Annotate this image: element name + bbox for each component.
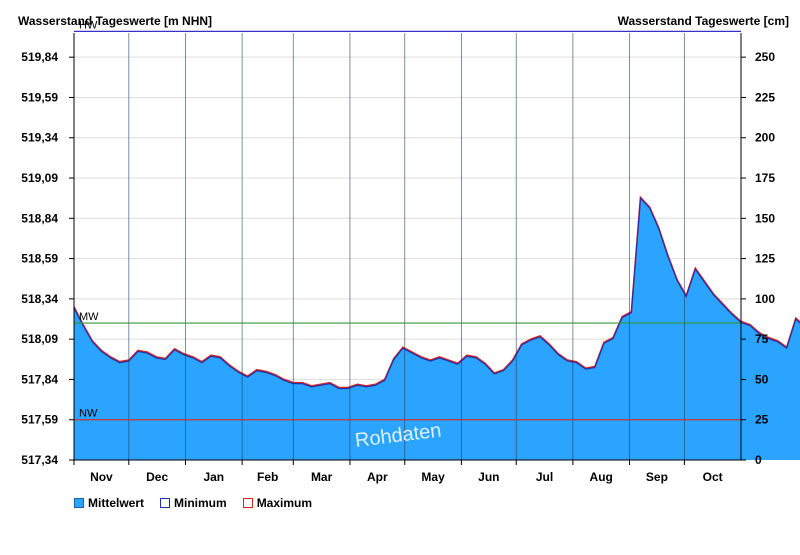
month-label-aug: Aug: [590, 470, 613, 484]
legend-item-maximum: Maximum: [242, 496, 313, 510]
right-tick-label-0: 250: [755, 50, 775, 64]
right-tick-label-5: 125: [755, 252, 775, 266]
left-tick-label-7: 518,09: [21, 332, 58, 346]
legend-label-minimum: Minimum: [174, 496, 227, 510]
left-tick-label-8: 517,84: [21, 372, 58, 386]
ref-label-hw: HW: [79, 19, 98, 31]
ref-label-mw: MW: [79, 311, 99, 323]
x-axis-months: Nov Dec Jan Feb Mar Apr May Jun Jul Aug Sep Oct: [73, 460, 723, 484]
legend-item-minimum: Minimum: [160, 496, 227, 510]
right-tick-label-6: 100: [755, 292, 775, 306]
left-tick-label-10: 517,34: [21, 453, 58, 467]
left-tick-label-9: 517,59: [21, 413, 58, 427]
month-label-jan: Jan: [203, 470, 224, 484]
left-tick-label-0: 519,84: [21, 50, 58, 64]
right-tick-label-7: 75: [755, 332, 769, 346]
minimum-swatch: [160, 498, 171, 508]
legend-label-maximum: Maximum: [256, 496, 313, 510]
month-label-mar: Mar: [311, 470, 333, 484]
area-layer: [73, 195, 800, 460]
left-tick-label-6: 518,34: [21, 292, 58, 306]
legend: Mittelwert Minimum Maximum: [74, 496, 312, 510]
right-axis-title: Wasserstand Tageswerte [cm]: [618, 14, 789, 28]
legend-label-mittelwert: Mittelwert: [88, 496, 145, 510]
left-axis-ticks: 519,84 519,59 519,34 519,09 518,84 518,59 518,…: [21, 50, 74, 467]
mittelwert-area: [74, 197, 800, 460]
right-tick-label-3: 175: [755, 171, 775, 185]
month-label-sep: Sep: [646, 470, 668, 484]
month-label-jul: Jul: [536, 470, 553, 484]
left-tick-label-2: 519,34: [21, 131, 58, 145]
legend-item-mittelwert: Mittelwert: [74, 496, 144, 510]
right-tick-label-10: 0: [755, 453, 762, 467]
right-tick-label-1: 225: [755, 90, 775, 104]
month-label-dec: Dec: [146, 470, 168, 484]
right-tick-label-4: 150: [755, 211, 775, 225]
month-label-feb: Feb: [257, 470, 278, 484]
mittelwert-swatch: [74, 498, 84, 508]
month-label-apr: Apr: [367, 470, 388, 484]
minimum-line: [73, 196, 800, 390]
left-axis-title: Wasserstand Tageswerte [m NHN]: [18, 14, 212, 28]
right-tick-label-2: 200: [755, 131, 775, 145]
left-tick-label-5: 518,59: [21, 252, 58, 266]
right-tick-label-8: 50: [755, 372, 769, 386]
ref-label-nw: NW: [79, 408, 98, 420]
reference-lines: HW MW NW: [74, 19, 741, 421]
left-tick-label-4: 518,84: [21, 211, 58, 225]
month-label-may: May: [421, 470, 445, 484]
month-label-oct: Oct: [703, 470, 723, 484]
left-tick-label-3: 519,09: [21, 171, 58, 185]
month-separators: [128, 33, 685, 460]
month-label-nov: Nov: [90, 470, 113, 484]
month-label-jun: Jun: [478, 470, 499, 484]
left-tick-label-1: 519,59: [21, 90, 58, 104]
maximum-swatch: [242, 498, 253, 508]
right-tick-label-9: 25: [755, 413, 769, 427]
